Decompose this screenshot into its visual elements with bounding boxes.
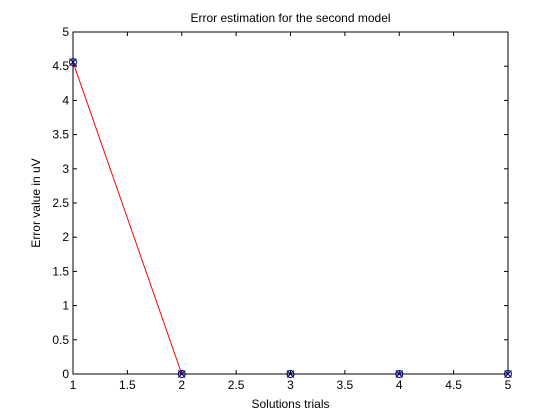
plot-area xyxy=(73,32,508,374)
y-tick-label: 1 xyxy=(62,299,69,313)
x-tick-label: 1.5 xyxy=(119,378,136,392)
x-axis-label: Solutions trials xyxy=(251,397,329,411)
y-tick-label: 4 xyxy=(62,93,69,107)
x-tick-label: 5 xyxy=(505,378,512,392)
y-tick-label: 0.5 xyxy=(52,333,69,347)
axes-frame xyxy=(72,31,509,375)
chart-title: Error estimation for the second model xyxy=(190,11,390,25)
x-tick-label: 4.5 xyxy=(445,378,462,392)
y-tick-label: 2 xyxy=(62,230,69,244)
y-axis-label: Error value in uV xyxy=(29,158,43,247)
y-tick-label: 1.5 xyxy=(52,264,69,278)
x-tick-label: 2 xyxy=(178,378,185,392)
y-tick-label: 3 xyxy=(62,162,69,176)
x-tick-label: 3.5 xyxy=(337,378,354,392)
y-tick-label: 0 xyxy=(62,367,69,381)
y-tick-label: 5 xyxy=(62,25,69,39)
x-tick-label: 1 xyxy=(70,378,77,392)
x-tick-label: 2.5 xyxy=(228,378,245,392)
y-tick-label: 4.5 xyxy=(52,59,69,73)
x-tick-label: 3 xyxy=(287,378,294,392)
x-tick-label: 4 xyxy=(396,378,403,392)
y-tick-label: 2.5 xyxy=(52,196,69,210)
y-tick-label: 3.5 xyxy=(52,128,69,142)
tick-label-layer: 1 1.5 2 2.5 3 3.5 4 4.5 5 0 0.5 1 1.5 2 2.5 3 3.5 4 4.5 5 xyxy=(52,25,511,392)
